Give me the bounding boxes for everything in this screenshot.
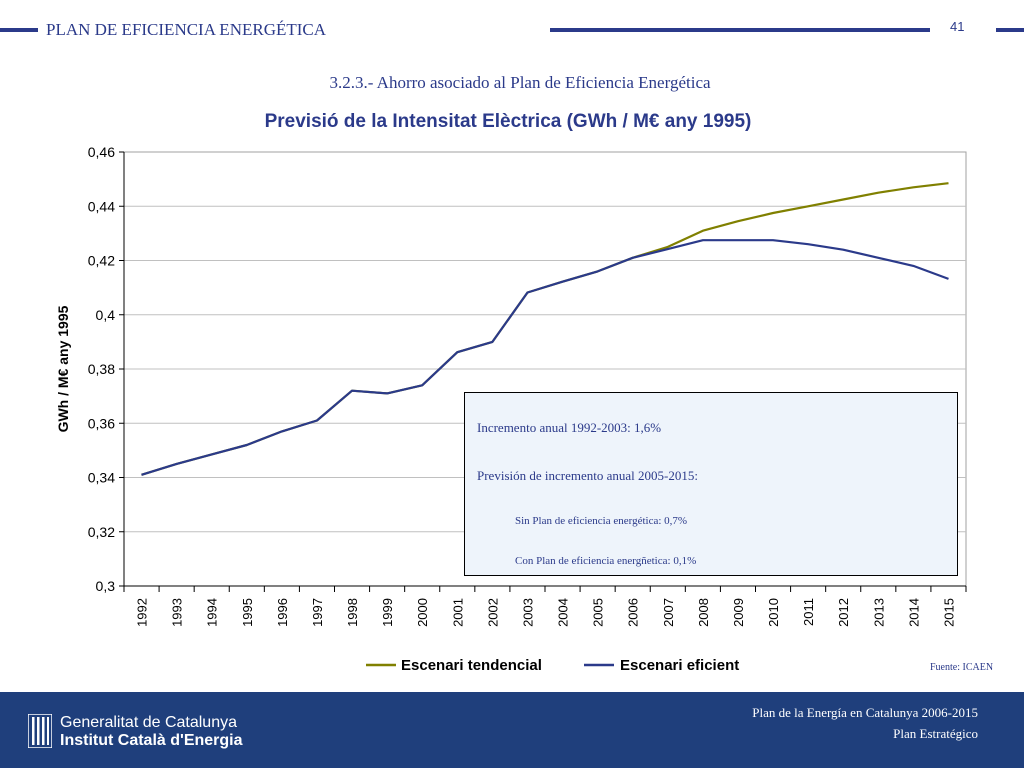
section-subtitle: 3.2.3.- Ahorro asociado al Plan de Efici…	[329, 73, 711, 92]
x-tick-label: 2003	[520, 598, 535, 627]
legend-label: Escenari tendencial	[401, 657, 542, 674]
x-tick-label: 1996	[275, 598, 290, 627]
y-tick-label: 0,38	[88, 361, 115, 377]
x-tick-label: 1998	[345, 598, 360, 627]
header-bar-right	[550, 28, 930, 32]
y-tick-label: 0,4	[96, 307, 116, 323]
org-name-generalitat: Generalitat de Catalunya	[60, 714, 237, 731]
x-tick-label: 1997	[310, 598, 325, 627]
header-bar-far-right	[996, 28, 1024, 32]
y-tick-label: 0,34	[88, 470, 115, 486]
axes: 0,3 0,32 0,34 0,36 0,38 0,4 0,42 0,44 0,46 1992 19…	[55, 144, 967, 627]
intensity-line-chart: 0,3 0,32 0,34 0,36 0,38 0,4 0,42 0,44 0,46 1992 19…	[55, 144, 967, 674]
y-tick-label: 0,32	[88, 524, 115, 540]
x-tick-label: 2006	[626, 598, 641, 627]
page-number: 41	[950, 19, 965, 34]
y-axis-label: GWh / M€ any 1995	[55, 305, 71, 432]
x-tick-label: 1992	[135, 598, 150, 627]
x-tick-label: 1994	[205, 598, 220, 627]
x-tick-label: 2015	[941, 598, 956, 627]
x-tick-label: 2012	[836, 598, 851, 627]
x-tick-label: 2014	[906, 598, 921, 627]
x-tick-label: 1993	[170, 598, 185, 627]
annotation-with-plan: Con Plan de eficiencia energñetica: 0,1%	[515, 555, 697, 567]
legend: Escenari tendencial Escenari eficient	[366, 657, 739, 674]
series-lines	[141, 182, 949, 476]
x-tick-label: 2011	[801, 598, 816, 626]
x-tick-label: 2000	[415, 598, 430, 627]
series-line-eficient	[141, 239, 949, 476]
chart-title: Previsió de la Intensitat Elèctrica (GWh…	[264, 111, 752, 132]
legend-label: Escenari eficient	[620, 657, 739, 674]
generalitat-logo-icon	[28, 714, 52, 748]
annotation-forecast-heading: Previsión de incremento anual 2005-2015:	[477, 468, 698, 483]
x-tick-label: 2010	[766, 598, 781, 627]
header-bar-left	[0, 28, 38, 32]
x-tick-label: 1999	[380, 598, 395, 627]
x-tick-label: 2004	[556, 598, 571, 627]
org-name-institut: Institut Català d'Energia	[60, 732, 243, 749]
footer-plan-subtitle: Plan Estratégico	[893, 726, 978, 741]
annotation-box: Incremento anual 1992-2003: 1,6% Previsi…	[464, 392, 958, 576]
footer-plan-title: Plan de la Energía en Catalunya 2006-201…	[752, 705, 978, 720]
y-tick-label: 0,42	[88, 253, 115, 269]
x-tick-label: 2001	[450, 598, 465, 627]
x-tick-label: 1995	[240, 598, 255, 627]
annotation-growth-1992-2003: Incremento anual 1992-2003: 1,6%	[477, 420, 662, 435]
x-tick-label: 2013	[871, 598, 886, 627]
y-tick-label: 0,3	[96, 578, 116, 594]
y-tick-label: 0,36	[88, 415, 115, 431]
y-tick-label: 0,44	[88, 198, 115, 214]
x-tick-label: 2002	[485, 598, 500, 627]
y-tick-label: 0,46	[88, 144, 115, 160]
x-tick-label: 2008	[696, 598, 711, 627]
x-tick-label: 2005	[591, 598, 606, 627]
source-note: Fuente: ICAEN	[930, 662, 994, 673]
footer-bar: Generalitat de Catalunya Institut Català…	[0, 692, 1024, 768]
header-title: PLAN DE EFICIENCIA ENERGÉTICA	[46, 20, 327, 39]
annotation-without-plan: Sin Plan de eficiencia energética: 0,7%	[515, 515, 688, 527]
x-tick-label: 2009	[731, 598, 746, 627]
x-tick-label: 2007	[661, 598, 676, 627]
